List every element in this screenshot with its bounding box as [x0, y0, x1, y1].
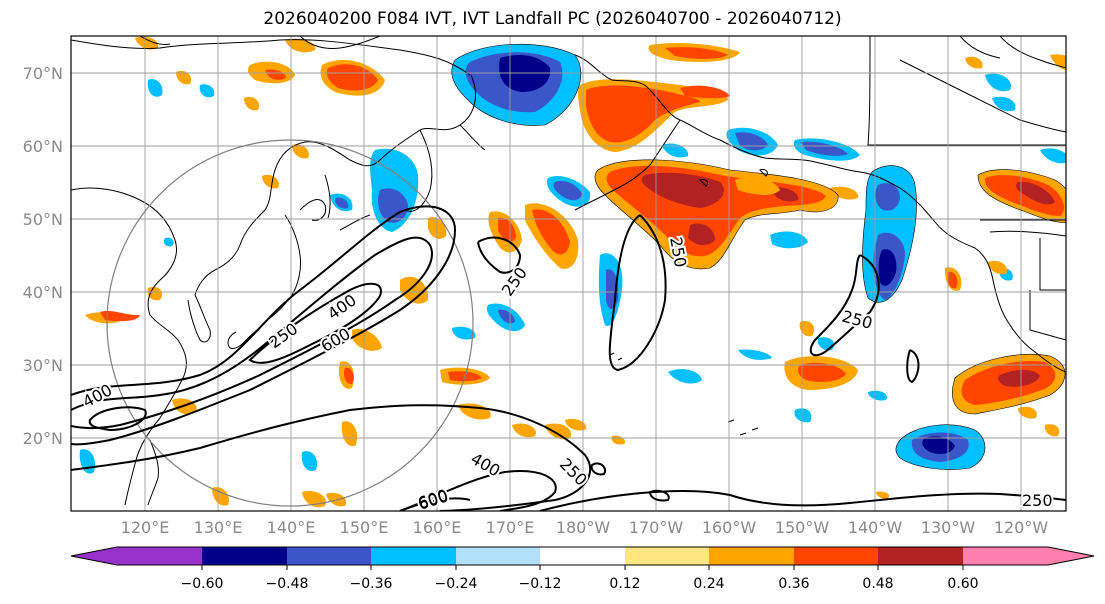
- lat-label: 60°N: [23, 137, 63, 156]
- colorbar-tick-label: 0.12: [609, 576, 640, 592]
- colorbar-segment: [709, 547, 794, 565]
- colorbar-segment: [202, 547, 287, 565]
- lon-label: 130°W: [921, 518, 976, 537]
- colorbar-tick-label: −0.48: [266, 576, 309, 592]
- colorbar-segment: [456, 547, 540, 565]
- lon-label: 130°E: [194, 518, 243, 537]
- lon-label: 160°E: [413, 518, 462, 537]
- colorbar-segment: [794, 547, 878, 565]
- lat-label: 50°N: [23, 210, 63, 229]
- colorbar: −0.60 −0.48 −0.36 −0.24 −0.12 0.12 0.24 …: [70, 546, 1095, 592]
- colorbar-segment: [625, 547, 709, 565]
- lon-label: 140°W: [848, 518, 903, 537]
- lon-label: 180°W: [556, 518, 611, 537]
- latitude-labels: 70°N 60°N 50°N 40°N 30°N 20°N: [23, 64, 63, 448]
- contour-label: 250: [1022, 491, 1053, 510]
- graticule: [71, 36, 1066, 511]
- longitude-labels: 120°E 130°E 140°E 150°E 160°E 170°E 180°…: [121, 518, 1049, 537]
- lon-label: 160°W: [702, 518, 757, 537]
- ivt-contours: [71, 205, 1066, 511]
- map-title: 2026040200 F084 IVT, IVT Landfall PC (20…: [263, 9, 842, 29]
- colorbar-tick-label: −0.12: [519, 576, 562, 592]
- lon-label: 120°E: [121, 518, 170, 537]
- colorbar-tick-label: −0.36: [350, 576, 393, 592]
- lat-label: 40°N: [23, 283, 63, 302]
- lon-label: 170°W: [629, 518, 684, 537]
- lon-label: 150°E: [340, 518, 389, 537]
- landfall-circle: [106, 139, 474, 507]
- colorbar-tick-label: 0.24: [693, 576, 724, 592]
- coastlines: [71, 36, 1066, 506]
- lon-label: 120°W: [994, 518, 1049, 537]
- map-frame: [70, 35, 1067, 512]
- colorbar-tick-label: 0.60: [947, 576, 978, 592]
- colorbar-extend-high: [1048, 547, 1094, 565]
- colorbar-segment: [371, 547, 456, 565]
- colorbar-segment: [540, 547, 625, 565]
- colorbar-segment: [963, 547, 1048, 565]
- negative-anomaly-patches: [79, 44, 1066, 474]
- lon-label: 150°W: [775, 518, 830, 537]
- colorbar-segment: [878, 547, 963, 565]
- colorbar-tick-label: −0.60: [181, 576, 224, 592]
- colorbar-outline: [70, 546, 1095, 566]
- lon-label: 140°E: [267, 518, 316, 537]
- colorbar-tick-label: 0.48: [862, 576, 893, 592]
- colorbar-segment: [117, 547, 202, 565]
- colorbar-extend-low: [71, 547, 117, 565]
- colorbar-tick-label: 0.36: [778, 576, 809, 592]
- lat-label: 30°N: [23, 356, 63, 375]
- lat-label: 20°N: [23, 429, 63, 448]
- shade-outlines: [451, 43, 1066, 470]
- colorbar-tick-label: −0.24: [435, 576, 478, 592]
- lon-label: 170°E: [486, 518, 535, 537]
- lat-label: 70°N: [23, 64, 63, 83]
- colorbar-segment: [287, 547, 371, 565]
